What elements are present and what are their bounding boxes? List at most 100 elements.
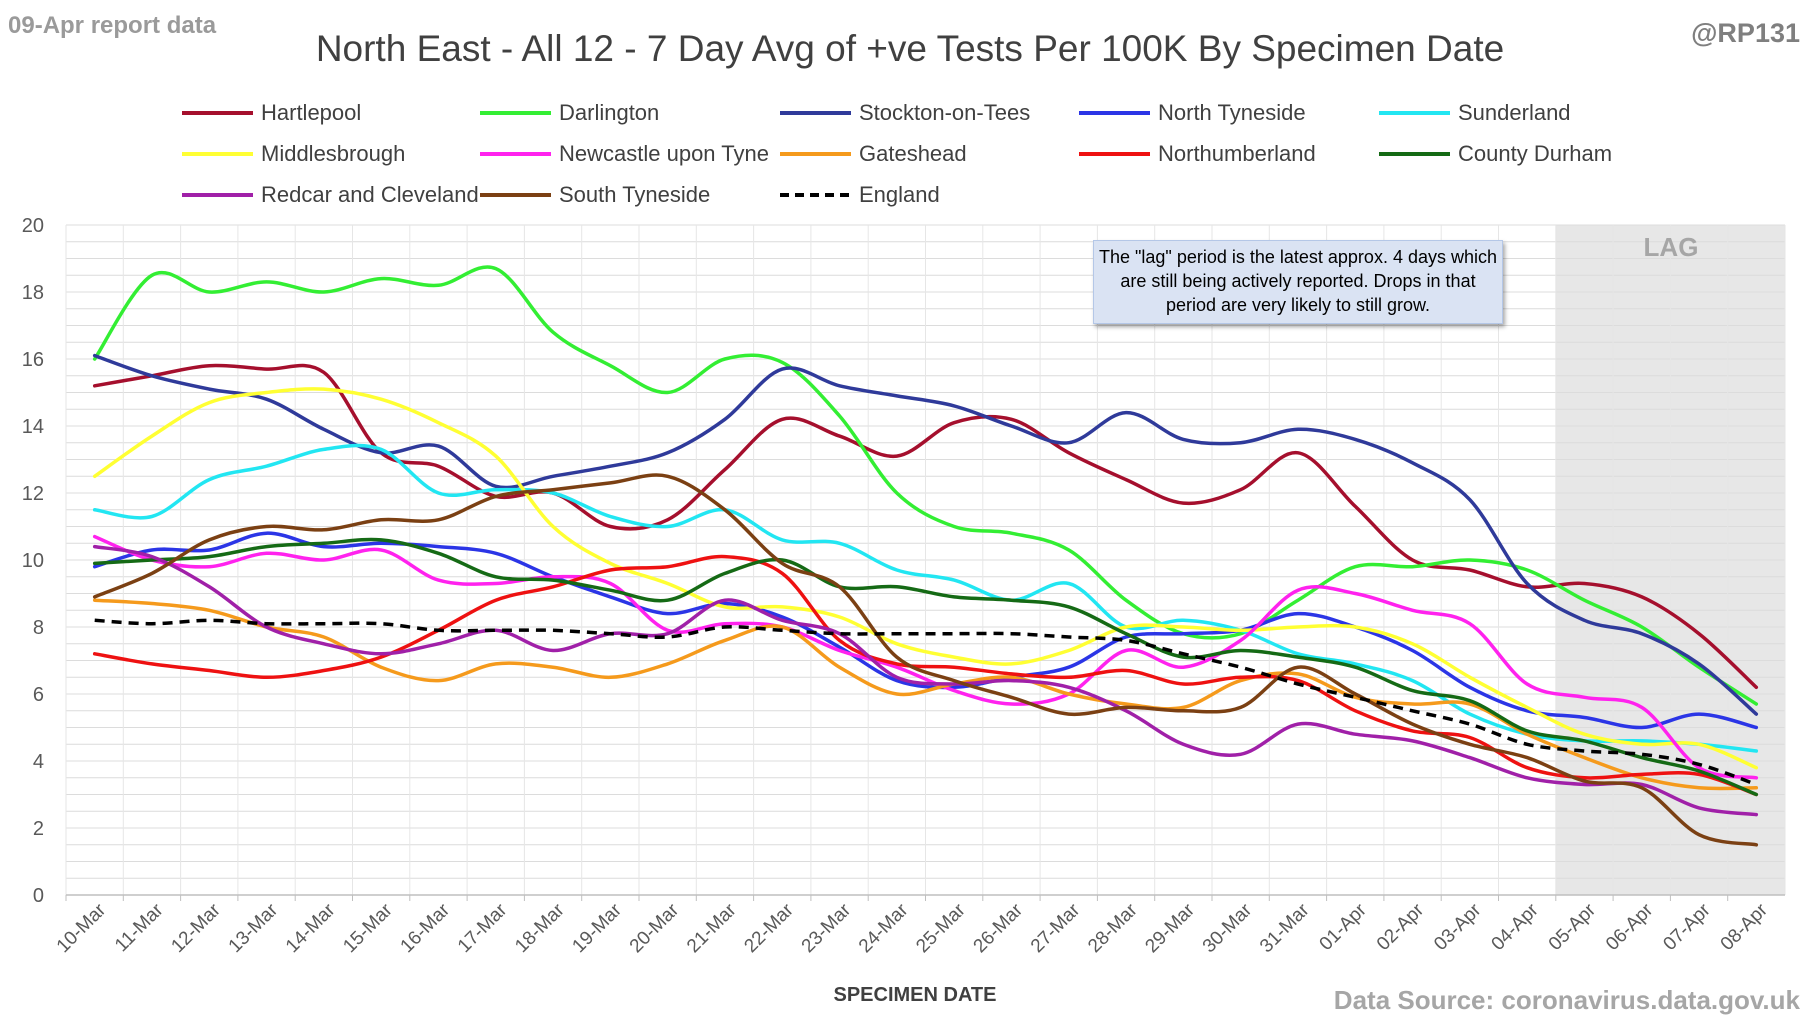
x-tick-label: 30-Mar [1199,899,1257,957]
y-tick-label: 0 [33,885,44,907]
y-tick-label: 2 [33,818,44,840]
legend-label: Stockton-on-Tees [859,100,1031,125]
legend-label: Hartlepool [261,100,362,125]
legend-item-sunderland: Sunderland [1377,100,1571,126]
chart-title: North East - All 12 - 7 Day Avg of +ve T… [315,28,1505,69]
legend-label: Gateshead [859,141,967,166]
legend-item-northumberland: Northumberland [1077,141,1316,167]
legend-label: Darlington [559,100,660,125]
x-tick-label: 18-Mar [511,899,569,957]
legend-item-middlesbrough: Middlesbrough [180,141,405,167]
author-handle: @RP131 [1691,18,1800,48]
series-line-gateshead [92,598,1759,791]
data-source: Data Source: coronavirus.data.gov.uk [1333,985,1800,1015]
x-tick-label: 21-Mar [683,899,741,957]
legend-item-england: England [778,182,940,208]
y-tick-label: 10 [22,550,44,572]
lag-label: LAG [1643,232,1699,262]
y-tick-label: 20 [22,215,44,237]
x-tick-label: 11-Mar [111,899,168,956]
series-line-county-durham [92,537,1759,797]
legend-item-stockton-on-tees: Stockton-on-Tees [778,100,1030,126]
x-tick-label: 15-Mar [339,899,397,957]
legend-swatch [182,111,253,115]
y-tick-label: 16 [22,349,44,371]
x-tick-label: 24-Mar [855,899,913,957]
y-tick-label: 12 [22,483,44,505]
legend-swatch [1079,152,1150,156]
x-tick-label: 27-Mar [1027,899,1085,957]
x-tick-label: 28-Mar [1084,899,1142,957]
series-line-hartlepool [92,363,1759,690]
legend-swatch [1079,111,1150,115]
x-tick-label: 29-Mar [1141,899,1199,957]
series-line-middlesbrough [92,387,1759,770]
legend-item-darlington: Darlington [478,100,659,126]
legend-label: Middlesbrough [261,141,406,166]
legend-label: Sunderland [1458,100,1571,125]
legend-swatch [780,193,851,197]
legend-swatch [480,111,551,115]
lag-note: The "lag" period is the latest approx. 4… [1093,240,1503,324]
legend-swatch [182,152,253,156]
legend-label: North Tyneside [1158,100,1306,125]
series-line-newcastle-upon-tyne [92,534,1759,780]
x-tick-label: 25-Mar [912,899,970,957]
legend-label: South Tyneside [559,182,711,207]
x-axis-label: SPECIMEN DATE [833,984,997,1006]
y-tick-label: 8 [33,617,44,639]
x-tick-label: 13-Mar [225,899,283,957]
y-tick-label: 6 [33,684,44,706]
legend-item-north-tyneside: North Tyneside [1077,100,1306,126]
series-line-england [94,618,1757,787]
legend-label: England [859,182,940,207]
series-line-stockton-on-tees [92,353,1759,716]
legend-item-hartlepool: Hartlepool [180,100,361,126]
legend-swatch [780,111,851,115]
x-tick-label: 08-Apr [1717,899,1773,955]
series-line-darlington [92,265,1759,706]
legend-swatch [1379,152,1450,156]
legend-item-redcar-and-cleveland: Redcar and Cleveland [180,182,479,208]
series-line-north-tyneside [92,531,1759,730]
x-tick-label: 26-Mar [970,899,1028,957]
series-line-northumberland [92,554,1759,797]
x-tick-label: 10-Mar [53,899,111,957]
series-line-south-tyneside [92,473,1759,847]
x-tick-label: 05-Apr [1545,899,1601,955]
x-tick-label: 20-Mar [626,899,684,957]
legend-swatch [480,193,551,197]
legend-item-south-tyneside: South Tyneside [478,182,710,208]
legend-item-gateshead: Gateshead [778,141,967,167]
y-tick-label: 4 [33,751,44,773]
x-tick-label: 17-Mar [454,899,512,957]
legend-item-newcastle-upon-tyne: Newcastle upon Tyne [478,141,769,167]
series-line-sunderland [92,443,1759,753]
legend-label: Newcastle upon Tyne [559,141,769,166]
report-date-label: 09-Apr report data [8,12,217,39]
legend-swatch [182,193,253,197]
y-tick-label: 14 [22,416,44,438]
y-tick-label: 18 [22,282,44,304]
legend-label: Northumberland [1158,141,1316,166]
legend-swatch [480,152,551,156]
x-tick-label: 31-Mar [1256,899,1314,957]
series-line-redcar-and-cleveland [92,544,1759,817]
x-tick-label: 03-Apr [1430,899,1486,955]
legend-swatch [780,152,851,156]
x-tick-label: 16-Mar [397,899,455,957]
x-tick-label: 23-Mar [798,899,856,957]
legend-label: Redcar and Cleveland [261,182,479,207]
x-tick-label: 22-Mar [740,899,798,957]
x-tick-label: 06-Apr [1602,899,1658,955]
legend-item-county-durham: County Durham [1377,141,1612,167]
legend-label: County Durham [1458,141,1613,166]
x-tick-label: 02-Apr [1373,899,1429,955]
x-tick-label: 04-Apr [1488,899,1544,955]
x-tick-label: 12-Mar [167,899,225,957]
x-tick-label: 14-Mar [282,899,340,957]
legend-swatch [1379,111,1450,115]
x-tick-label: 01-Apr [1316,899,1372,955]
